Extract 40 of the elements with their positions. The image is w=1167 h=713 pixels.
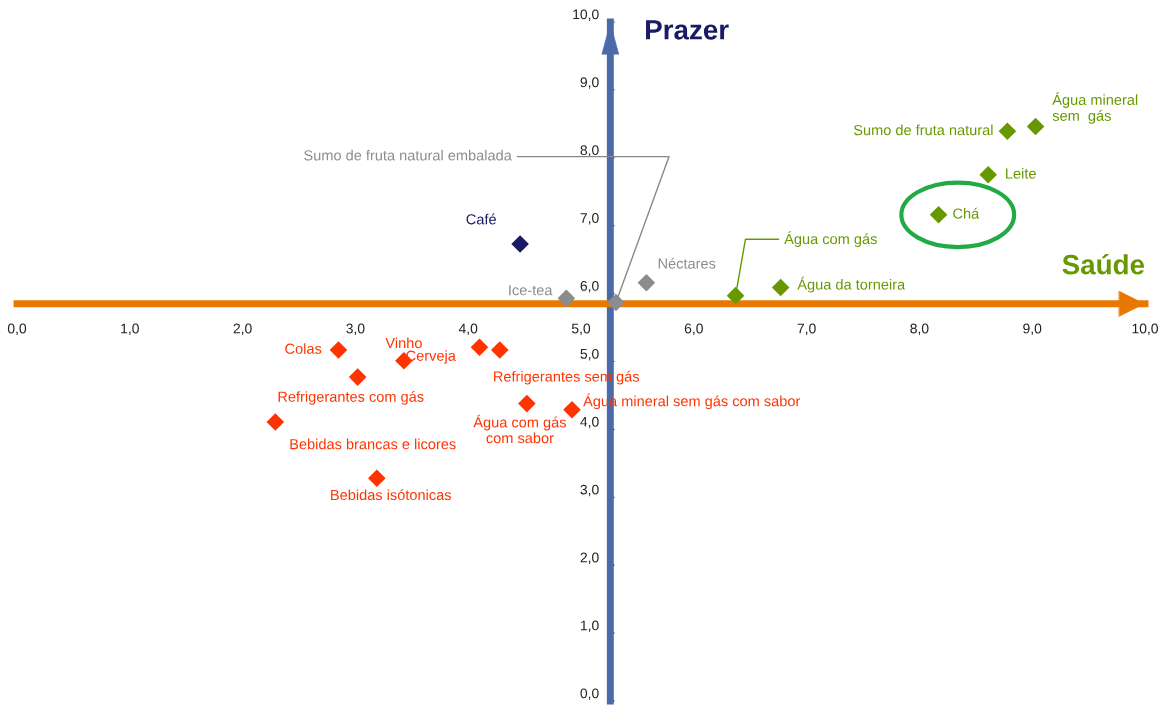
annotation: Leite: [1006, 167, 1036, 179]
x-tick-label: 10,0: [1132, 323, 1158, 336]
x-tick-label: 8,0: [910, 323, 929, 336]
annotation: Água da torneira: [797, 276, 906, 293]
x-tick-label: 4,0: [458, 323, 478, 336]
annotation: Sumo de fruta natural embalada: [304, 149, 512, 161]
y-tick-label: 5,0: [580, 348, 599, 361]
annotation: Água com gás com sabor: [473, 414, 566, 444]
y-tick-label: 0,0: [580, 688, 599, 700]
annotation: Água mineral sem gás: [1052, 92, 1138, 124]
annotation: Café: [466, 213, 496, 225]
annotation: Vinho: [385, 337, 422, 349]
y-tick-label: 7,0: [580, 213, 599, 225]
annotation: Ice-tea: [509, 285, 553, 296]
y-tick-label: 10,0: [573, 9, 599, 21]
annotation: Sumo de fruta natural: [853, 124, 993, 136]
annotation: Chá: [953, 207, 980, 219]
x-tick-label: 0,0: [7, 323, 27, 336]
y-tick-label: 6,0: [580, 281, 599, 293]
y-axis-title: Prazer: [646, 20, 729, 40]
x-tick-label: 3,0: [346, 323, 365, 336]
x-axis-title: Saúde: [1062, 253, 1145, 275]
y-tick-label: 3,0: [580, 484, 599, 497]
annotation: Refrigerantes com gás: [278, 391, 424, 405]
x-tick-label: 1,0: [121, 323, 139, 336]
x-tick-label: 5,0: [571, 323, 591, 336]
annotation: Néctares: [658, 257, 716, 269]
annotation: Colas: [285, 343, 322, 354]
x-tick-label: 2,0: [233, 323, 252, 336]
x-tick-label: 9,0: [1023, 323, 1042, 336]
annotation: Bebidas brancas e licores: [290, 438, 456, 450]
y-tick-label: 4,0: [580, 416, 599, 429]
y-tick-label: 8,0: [580, 145, 599, 157]
y-tick-label: 9,0: [580, 77, 599, 89]
annotation: Água com gás: [784, 231, 877, 248]
y-tick-label: 1,0: [580, 620, 599, 632]
x-tick-label: 6,0: [684, 323, 703, 336]
y-tick-label: 2,0: [580, 552, 599, 565]
x-tick-label: 7,0: [797, 323, 816, 336]
annotation: Bebidas isótonicas: [331, 489, 451, 501]
